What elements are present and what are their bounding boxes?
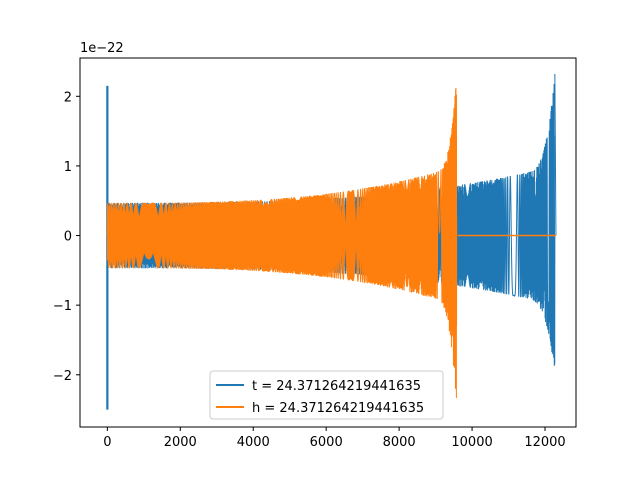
plot-area <box>106 74 557 410</box>
legend-box <box>209 370 444 420</box>
legend: t = 24.371264219441635 h = 24.3712642194… <box>209 370 444 420</box>
x-tick-label: 2000 <box>164 435 197 450</box>
series-t-ringdown <box>554 74 557 236</box>
y-tick-label: 1 <box>64 160 72 175</box>
y-tick-label: −1 <box>53 299 72 314</box>
x-tick-label: 6000 <box>310 435 343 450</box>
legend-label-h: h = 24.371264219441635 <box>252 401 424 416</box>
y-tick-label: 0 <box>64 230 72 245</box>
x-tick-label: 4000 <box>237 435 270 450</box>
x-tick-label: 8000 <box>383 435 416 450</box>
series-h-line <box>106 87 458 399</box>
y-tick-label: 2 <box>64 90 72 105</box>
axes-frame <box>79 57 577 428</box>
y-scale-label: 1e−22 <box>80 41 124 56</box>
x-tick-label: 10000 <box>451 435 492 450</box>
x-axis: 0 2000 4000 6000 8000 10000 12000 <box>103 427 566 450</box>
y-axis: −2 −1 0 1 2 <box>53 90 80 384</box>
x-tick-label: 0 <box>103 435 111 450</box>
legend-label-t: t = 24.371264219441635 <box>252 379 421 394</box>
x-tick-label: 12000 <box>524 435 565 450</box>
y-tick-label: −2 <box>53 369 72 384</box>
